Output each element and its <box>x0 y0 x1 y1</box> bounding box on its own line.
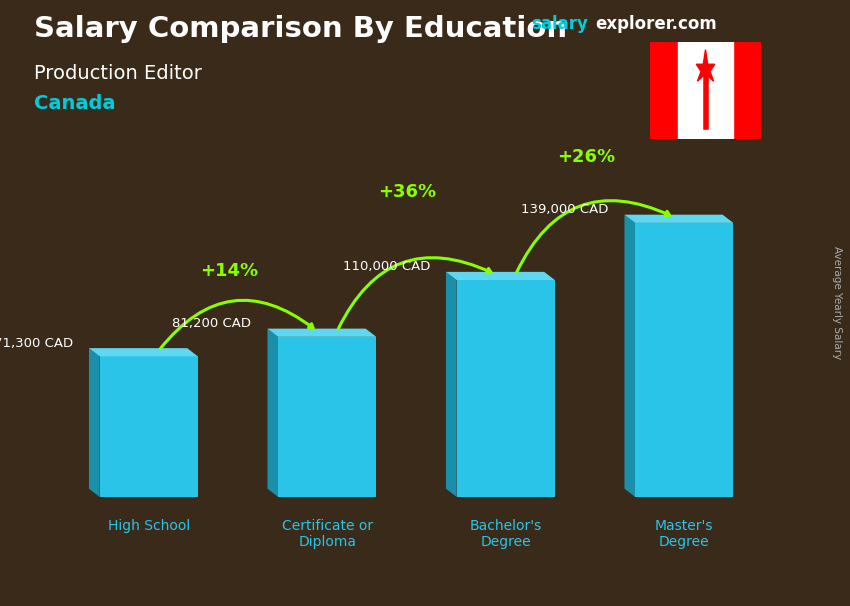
Polygon shape <box>446 272 456 497</box>
Bar <box>677 42 733 139</box>
Bar <box>650 42 677 139</box>
Text: Salary Comparison By Education: Salary Comparison By Education <box>34 15 567 43</box>
Text: Master's
Degree: Master's Degree <box>655 519 713 549</box>
Text: 81,200 CAD: 81,200 CAD <box>173 317 252 330</box>
Text: 110,000 CAD: 110,000 CAD <box>343 260 430 273</box>
Text: High School: High School <box>108 519 190 533</box>
FancyArrowPatch shape <box>517 201 670 272</box>
Polygon shape <box>89 348 99 497</box>
Polygon shape <box>696 50 715 81</box>
Polygon shape <box>625 215 734 223</box>
FancyBboxPatch shape <box>99 356 198 497</box>
Text: 139,000 CAD: 139,000 CAD <box>521 203 609 216</box>
Text: +36%: +36% <box>378 184 437 201</box>
Text: salary: salary <box>531 15 588 33</box>
Text: Bachelor's
Degree: Bachelor's Degree <box>469 519 542 549</box>
FancyBboxPatch shape <box>278 337 377 497</box>
Polygon shape <box>268 328 377 337</box>
Text: Canada: Canada <box>34 94 116 113</box>
Text: Production Editor: Production Editor <box>34 64 202 82</box>
Polygon shape <box>446 272 555 280</box>
Polygon shape <box>625 215 635 497</box>
FancyBboxPatch shape <box>456 280 555 497</box>
Text: explorer.com: explorer.com <box>595 15 717 33</box>
Polygon shape <box>89 348 198 356</box>
Text: 71,300 CAD: 71,300 CAD <box>0 336 73 350</box>
FancyArrowPatch shape <box>161 301 313 348</box>
FancyArrowPatch shape <box>338 258 491 329</box>
Polygon shape <box>268 328 278 497</box>
Text: +26%: +26% <box>557 148 615 166</box>
Text: Average Yearly Salary: Average Yearly Salary <box>832 247 842 359</box>
FancyBboxPatch shape <box>635 223 734 497</box>
Bar <box>733 42 761 139</box>
Text: +14%: +14% <box>200 262 258 280</box>
Text: Certificate or
Diploma: Certificate or Diploma <box>281 519 373 549</box>
